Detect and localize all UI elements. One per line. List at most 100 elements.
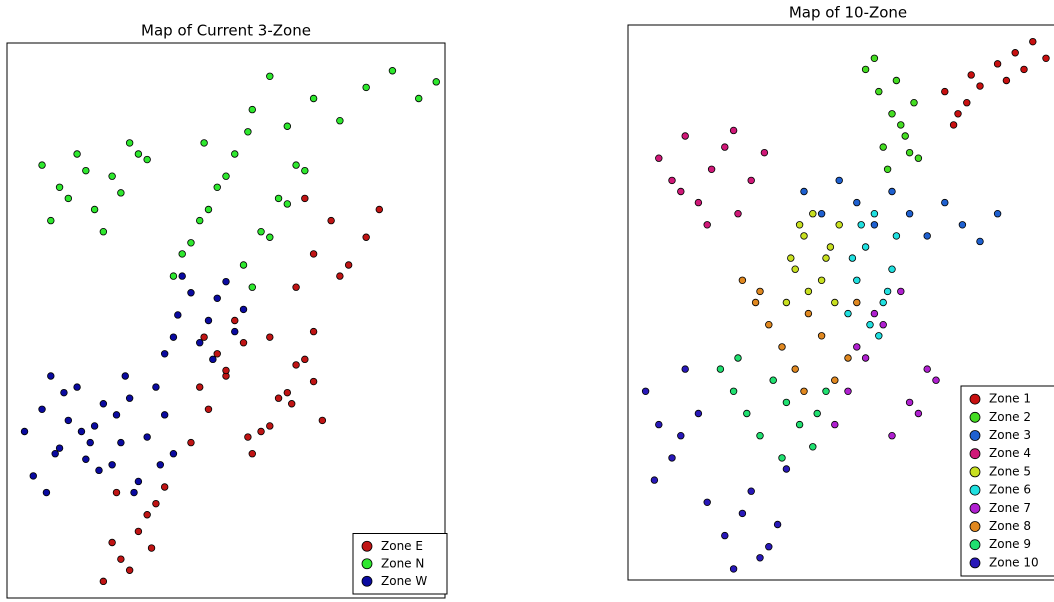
point [38,405,46,413]
point [64,416,73,425]
point [327,216,335,225]
legend-swatch [969,557,981,569]
point [336,272,344,280]
point [160,411,169,419]
point [778,454,786,462]
point [244,128,252,136]
point [721,143,729,151]
legend-swatch [969,539,981,551]
point [747,176,755,185]
point [266,233,274,241]
point [795,221,804,229]
point [791,365,799,373]
point [782,465,791,473]
point [204,205,213,214]
point [681,365,689,373]
point [51,450,59,458]
point [134,527,143,536]
legend-swatch [969,430,981,441]
point [309,327,318,336]
plot-frame [6,42,446,599]
point [47,372,55,380]
point [976,237,984,246]
point [747,487,755,495]
point [187,239,195,247]
chart-title: Map of 10-Zone [789,4,907,22]
point [55,444,64,452]
point [853,343,861,351]
point [60,388,68,397]
point [239,305,248,314]
point [765,321,773,329]
point [888,187,896,196]
point [778,343,786,351]
point [703,221,711,229]
point [292,283,300,291]
point [857,221,865,229]
point [804,309,813,318]
point [870,209,879,218]
point [200,139,208,147]
point [73,150,81,158]
point [73,383,81,391]
point [77,427,86,436]
point [901,132,909,140]
point [187,289,195,297]
point [875,87,883,96]
point [738,276,747,284]
point [82,455,90,463]
point [883,287,892,296]
point [108,461,116,469]
point [90,205,99,214]
point [795,420,804,429]
point [130,488,138,497]
point [677,432,685,440]
point [804,287,813,296]
point [200,333,208,341]
point [703,498,711,506]
legend-label: Zone W [381,574,427,588]
point [178,250,186,258]
point [204,405,213,413]
point [844,354,852,362]
point [112,411,121,419]
point [831,298,839,307]
point [86,438,94,447]
point [822,254,830,262]
point [283,388,292,397]
legend-label: Zone N [381,556,424,570]
point [169,333,178,341]
point [655,420,663,429]
point [90,422,99,430]
point [888,265,896,273]
point [879,298,887,307]
point [309,377,318,386]
point [932,376,940,384]
point [169,272,178,280]
point [905,148,914,157]
point [244,433,252,441]
legend-swatch [361,575,373,587]
point [817,332,826,340]
point [826,243,835,251]
point [848,254,857,262]
point [64,194,73,203]
point [655,154,663,162]
point [196,216,204,225]
legend-swatch [969,521,981,532]
point [239,261,248,269]
point [266,333,274,341]
point [976,82,984,90]
point [756,554,764,562]
point [782,398,791,407]
point [117,189,125,197]
point [883,165,892,173]
point [125,566,134,574]
point [729,565,738,573]
point [1029,37,1037,46]
point [831,420,839,429]
point [95,466,103,475]
point [993,209,1002,218]
point [20,427,29,436]
